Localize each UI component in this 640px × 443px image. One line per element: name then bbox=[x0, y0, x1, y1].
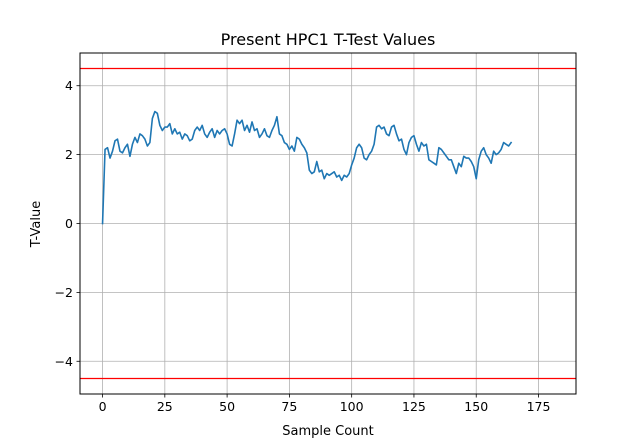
x-tick-label: 125 bbox=[402, 399, 426, 414]
x-tick-label: 50 bbox=[219, 399, 235, 414]
y-tick-label: −4 bbox=[55, 354, 73, 369]
x-tick-label: 75 bbox=[281, 399, 297, 414]
y-tick-label: 0 bbox=[65, 216, 73, 231]
x-axis-label: Sample Count bbox=[282, 424, 373, 439]
x-tick-label: 0 bbox=[99, 399, 107, 414]
chart-title: Present HPC1 T-Test Values bbox=[221, 30, 436, 49]
x-tick-label: 150 bbox=[464, 399, 488, 414]
y-tick-label: 2 bbox=[65, 147, 73, 162]
y-tick-label: −2 bbox=[55, 285, 73, 300]
x-tick-label: 25 bbox=[157, 399, 173, 414]
x-tick-label: 100 bbox=[340, 399, 364, 414]
y-tick-label: 4 bbox=[65, 78, 73, 93]
x-tick-label: 175 bbox=[527, 399, 551, 414]
y-axis-label: T-Value bbox=[29, 201, 44, 248]
